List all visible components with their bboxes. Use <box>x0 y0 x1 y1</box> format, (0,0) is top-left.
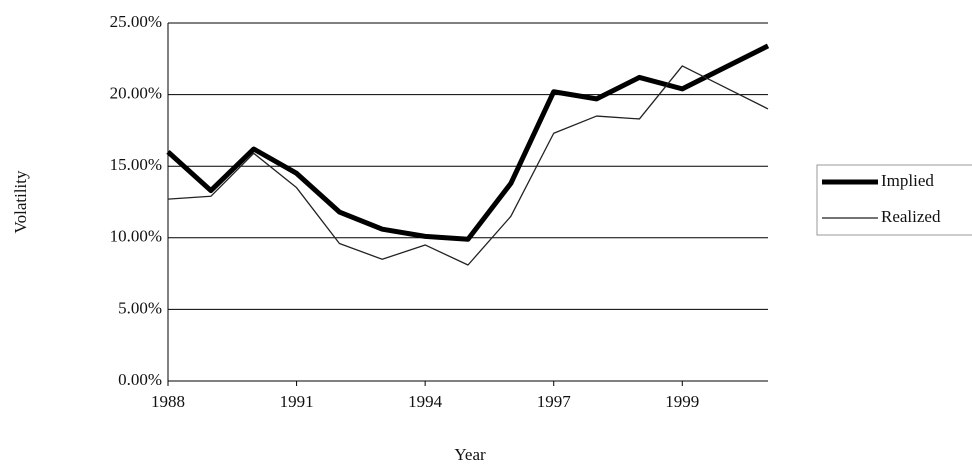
y-tick-label: 0.00% <box>118 370 162 389</box>
y-tick-label: 15.00% <box>110 155 162 174</box>
y-tick-label: 10.00% <box>110 227 162 246</box>
x-tick-label: 1999 <box>665 392 699 411</box>
x-tick-label: 1988 <box>151 392 185 411</box>
y-tick-label: 5.00% <box>118 298 162 317</box>
x-tick-label: 1994 <box>408 392 443 411</box>
y-axis-label: Volatility <box>11 170 30 233</box>
series-line <box>166 43 770 242</box>
y-tick-label: 20.00% <box>110 84 162 103</box>
y-tick-label: 25.00% <box>110 12 162 31</box>
series-line <box>167 65 769 266</box>
legend-box <box>816 164 972 236</box>
legend-label: Realized <box>881 207 941 226</box>
legend-label: Implied <box>881 171 934 190</box>
x-axis-label: Year <box>454 445 486 464</box>
x-tick-label: 1997 <box>537 392 572 411</box>
x-tick-label: 1991 <box>280 392 314 411</box>
